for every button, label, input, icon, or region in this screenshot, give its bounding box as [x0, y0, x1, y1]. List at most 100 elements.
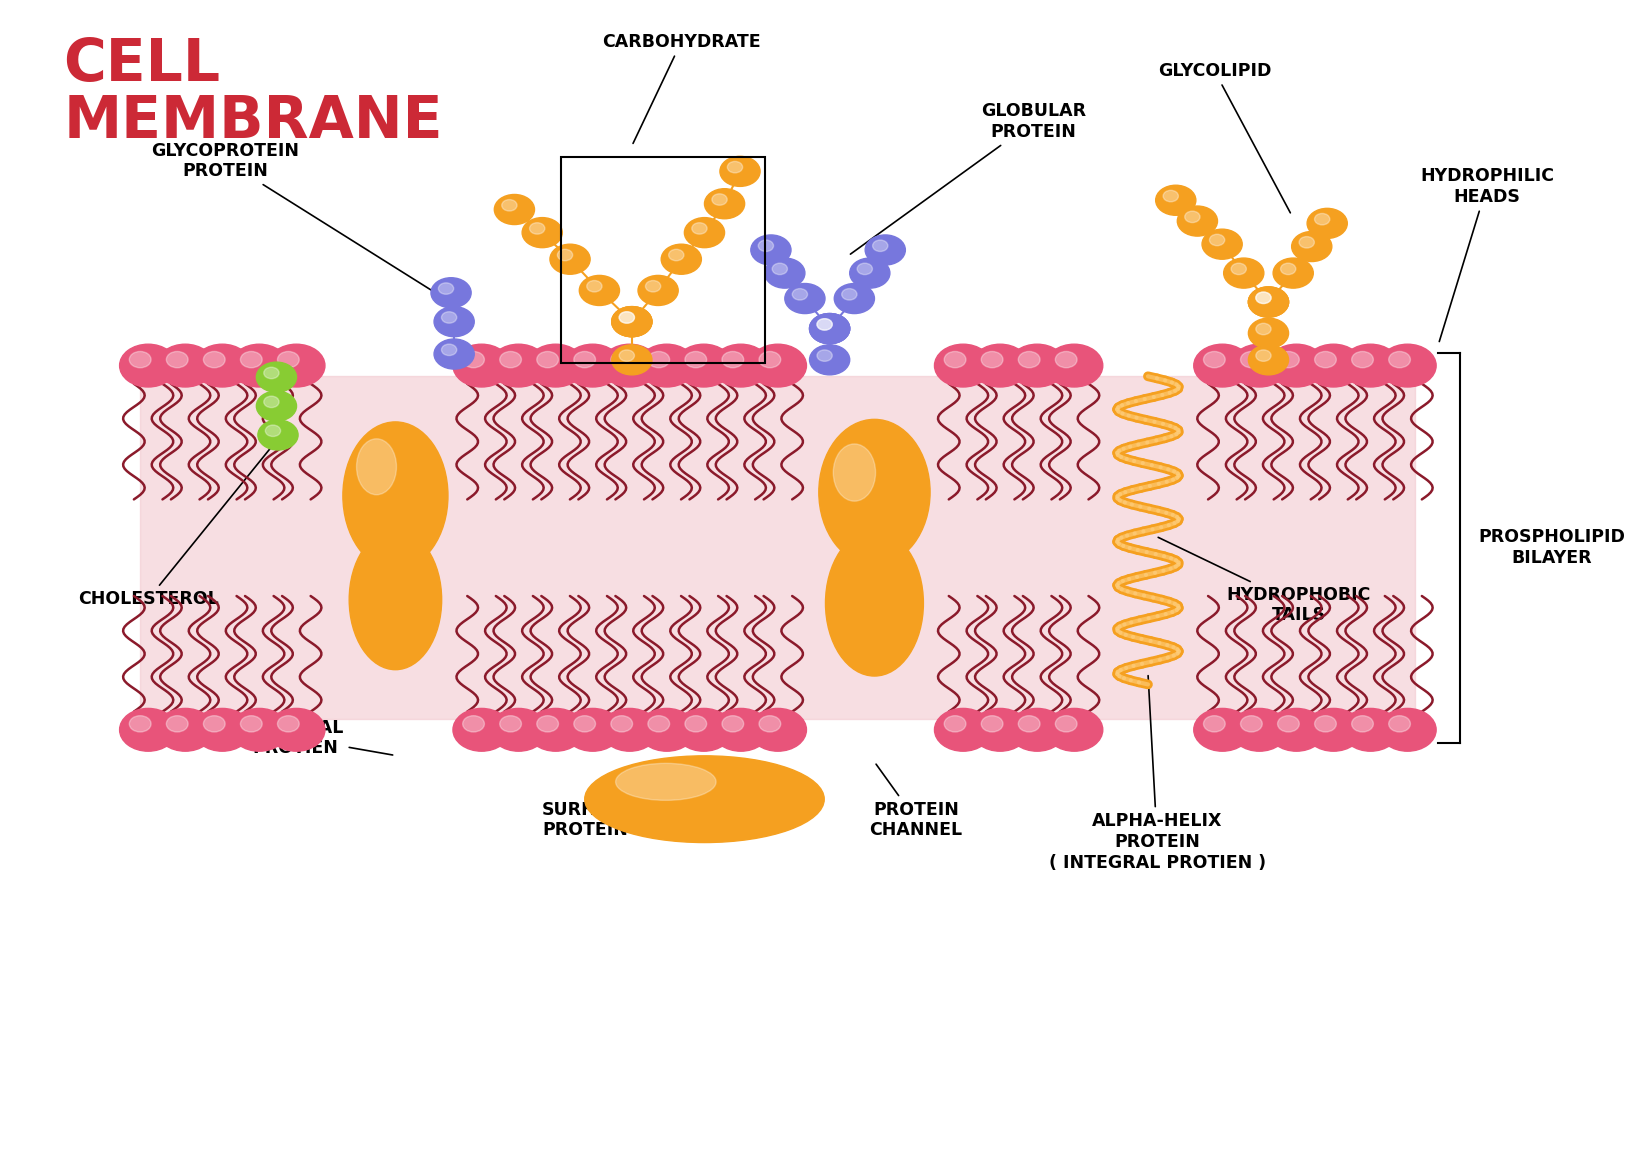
- Circle shape: [1269, 344, 1324, 387]
- Circle shape: [810, 314, 849, 343]
- Circle shape: [602, 708, 659, 751]
- Circle shape: [157, 708, 213, 751]
- Circle shape: [574, 351, 595, 367]
- Circle shape: [587, 280, 602, 292]
- Text: GLYCOLIPID: GLYCOLIPID: [1157, 61, 1290, 213]
- Circle shape: [536, 351, 559, 367]
- Circle shape: [1305, 708, 1362, 751]
- Circle shape: [1241, 351, 1262, 367]
- Circle shape: [1008, 708, 1065, 751]
- Circle shape: [713, 708, 769, 751]
- Circle shape: [972, 344, 1029, 387]
- Circle shape: [500, 716, 521, 732]
- Circle shape: [1210, 234, 1224, 246]
- Circle shape: [647, 716, 670, 732]
- Circle shape: [277, 351, 300, 367]
- Circle shape: [452, 708, 510, 751]
- Circle shape: [579, 276, 620, 306]
- Ellipse shape: [349, 530, 441, 670]
- Circle shape: [1255, 292, 1272, 304]
- Circle shape: [1231, 263, 1246, 275]
- Circle shape: [620, 312, 634, 323]
- Circle shape: [749, 708, 806, 751]
- Circle shape: [934, 708, 992, 751]
- Circle shape: [872, 240, 888, 252]
- Text: ALPHA-HELIX
PROTEIN
( INTEGRAL PROTIEN ): ALPHA-HELIX PROTEIN ( INTEGRAL PROTIEN ): [1049, 676, 1265, 872]
- Circle shape: [1056, 351, 1077, 367]
- Circle shape: [661, 245, 701, 275]
- Circle shape: [1008, 344, 1065, 387]
- Text: INTEGRAL
PROTIEN: INTEGRAL PROTIEN: [246, 719, 393, 757]
- Circle shape: [277, 716, 300, 732]
- Circle shape: [495, 195, 534, 225]
- Circle shape: [728, 161, 742, 173]
- Circle shape: [692, 223, 706, 234]
- Circle shape: [759, 351, 780, 367]
- Circle shape: [751, 235, 792, 265]
- Circle shape: [1352, 716, 1373, 732]
- Circle shape: [721, 716, 744, 732]
- Circle shape: [620, 312, 634, 323]
- Circle shape: [611, 307, 652, 337]
- Circle shape: [944, 351, 965, 367]
- Circle shape: [241, 351, 262, 367]
- Circle shape: [849, 258, 890, 289]
- Circle shape: [816, 319, 833, 330]
- Circle shape: [1378, 344, 1436, 387]
- Circle shape: [865, 235, 905, 265]
- Circle shape: [193, 708, 251, 751]
- Circle shape: [1249, 319, 1288, 348]
- Circle shape: [1046, 344, 1103, 387]
- Text: CELL
MEMBRANE: CELL MEMBRANE: [64, 36, 443, 150]
- Circle shape: [785, 284, 824, 314]
- Circle shape: [557, 249, 572, 261]
- Circle shape: [611, 351, 633, 367]
- Circle shape: [1277, 351, 1300, 367]
- Circle shape: [711, 194, 728, 205]
- Circle shape: [1342, 344, 1400, 387]
- Circle shape: [551, 245, 590, 275]
- Text: PROSPHOLIPID
BILAYER: PROSPHOLIPID BILAYER: [1478, 529, 1626, 567]
- Circle shape: [167, 351, 188, 367]
- Circle shape: [842, 289, 857, 300]
- Text: SURFACE
PROTEIN: SURFACE PROTEIN: [541, 772, 701, 839]
- Text: GLOBULAR
PROTEIN: GLOBULAR PROTEIN: [851, 102, 1087, 254]
- Circle shape: [536, 716, 559, 732]
- Text: GLYCOPROTEIN
PROTEIN: GLYCOPROTEIN PROTEIN: [151, 141, 454, 304]
- Circle shape: [1378, 708, 1436, 751]
- Circle shape: [982, 351, 1003, 367]
- Circle shape: [1164, 190, 1178, 202]
- Circle shape: [120, 344, 177, 387]
- Circle shape: [816, 319, 833, 330]
- Circle shape: [267, 344, 325, 387]
- Circle shape: [816, 319, 833, 330]
- Circle shape: [1193, 344, 1251, 387]
- Circle shape: [685, 218, 724, 248]
- Ellipse shape: [826, 531, 923, 676]
- Circle shape: [1305, 344, 1362, 387]
- Circle shape: [438, 283, 454, 294]
- Circle shape: [256, 391, 297, 421]
- Circle shape: [675, 344, 733, 387]
- Circle shape: [611, 716, 633, 732]
- Circle shape: [1185, 211, 1200, 223]
- Circle shape: [638, 344, 695, 387]
- Circle shape: [434, 338, 474, 369]
- Circle shape: [713, 344, 769, 387]
- Circle shape: [720, 156, 760, 187]
- Text: HYDROPHOBIC
TAILS: HYDROPHOBIC TAILS: [1159, 538, 1372, 625]
- Circle shape: [1269, 708, 1324, 751]
- Circle shape: [1314, 213, 1329, 225]
- Circle shape: [264, 367, 279, 379]
- Circle shape: [1249, 287, 1288, 318]
- Circle shape: [120, 708, 177, 751]
- Circle shape: [434, 307, 474, 337]
- Circle shape: [241, 716, 262, 732]
- Circle shape: [1300, 236, 1314, 248]
- Circle shape: [721, 351, 744, 367]
- Circle shape: [441, 344, 457, 356]
- Ellipse shape: [833, 444, 875, 501]
- Circle shape: [523, 218, 562, 248]
- Circle shape: [490, 344, 547, 387]
- Circle shape: [646, 280, 661, 292]
